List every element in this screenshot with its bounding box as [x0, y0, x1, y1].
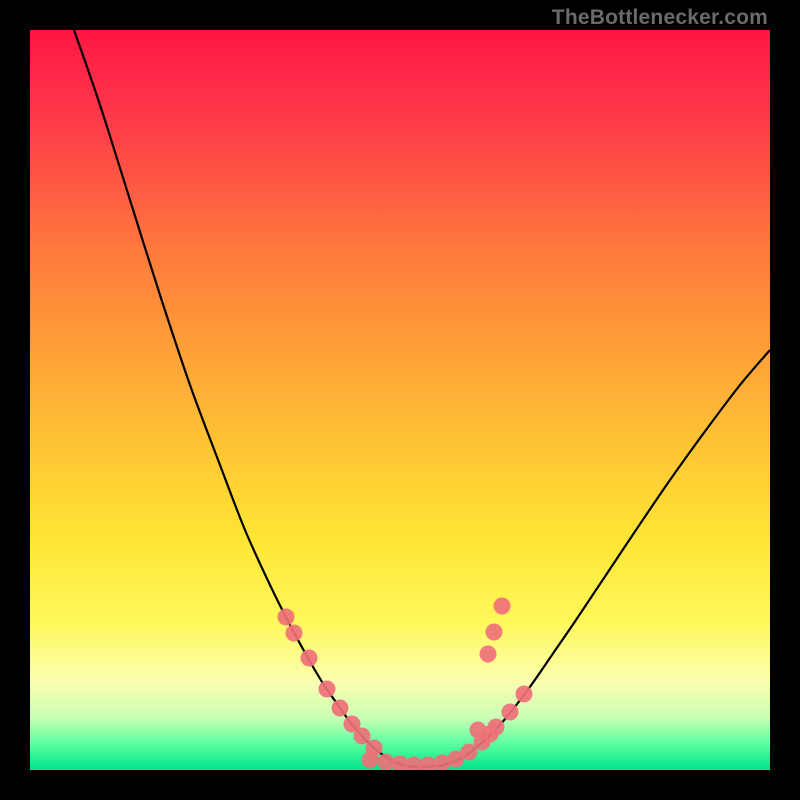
- curve-marker: [480, 646, 497, 663]
- curve-marker: [494, 598, 511, 615]
- curve-marker: [301, 650, 318, 667]
- curve-marker: [286, 625, 303, 642]
- curve-marker: [516, 686, 533, 703]
- curve-marker: [332, 700, 349, 717]
- curve-marker: [502, 704, 519, 721]
- plot-area: [30, 30, 770, 770]
- curve-marker: [362, 752, 379, 769]
- bottleneck-curve: [30, 30, 770, 770]
- watermark-text: TheBottlenecker.com: [552, 6, 768, 30]
- outer-frame: TheBottlenecker.com: [0, 0, 800, 800]
- marker-group: [278, 598, 533, 771]
- curve-marker: [319, 681, 336, 698]
- curve-marker: [486, 624, 503, 641]
- curve-line: [74, 30, 770, 767]
- curve-marker: [278, 609, 295, 626]
- curve-marker: [488, 719, 505, 736]
- curve-marker: [354, 728, 371, 745]
